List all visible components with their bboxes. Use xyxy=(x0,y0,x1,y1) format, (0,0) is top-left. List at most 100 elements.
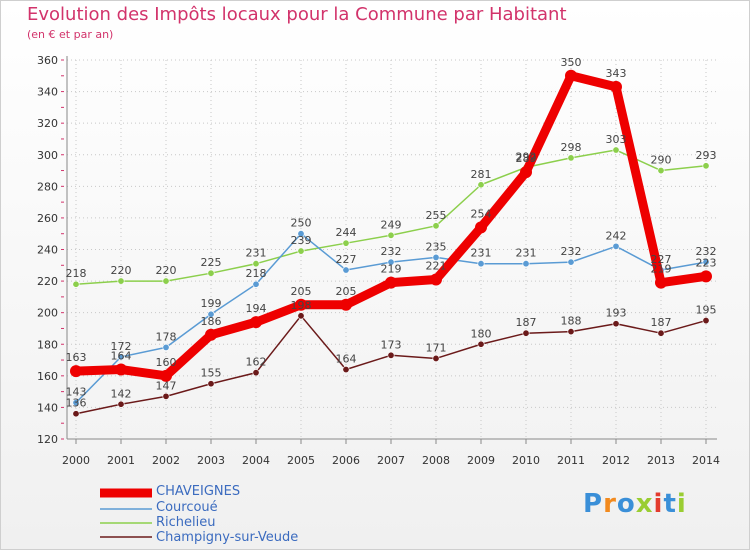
data-label-richelieu: 218 xyxy=(66,267,87,280)
data-point-richelieu xyxy=(342,239,350,247)
data-label-courcou-: 231 xyxy=(516,247,537,260)
data-label-richelieu: 225 xyxy=(201,256,222,269)
data-label-chaveignes: 221 xyxy=(426,260,447,273)
data-point-courcou- xyxy=(72,399,80,407)
data-point-champigny-sur-veude xyxy=(207,380,215,388)
data-point-chaveignes xyxy=(700,270,712,283)
data-label-chaveignes: 289 xyxy=(516,152,537,165)
data-label-champigny-sur-veude: 188 xyxy=(561,315,582,328)
data-label-courcou-: 235 xyxy=(426,240,447,253)
data-label-richelieu: 220 xyxy=(111,264,132,277)
data-point-richelieu xyxy=(252,260,260,268)
data-label-champigny-sur-veude: 136 xyxy=(66,397,87,410)
logo-letter: r xyxy=(603,489,617,519)
data-point-courcou- xyxy=(702,258,710,266)
data-label-richelieu: 290 xyxy=(651,154,672,167)
logo-letter: t xyxy=(663,489,677,519)
data-label-chaveignes: 350 xyxy=(561,56,582,69)
data-point-champigny-sur-veude xyxy=(252,369,260,377)
data-label-champigny-sur-veude: 171 xyxy=(426,341,447,354)
data-point-champigny-sur-veude xyxy=(432,354,440,362)
data-point-champigny-sur-veude xyxy=(342,366,350,374)
x-tick-label: 2003 xyxy=(197,454,225,467)
data-label-champigny-sur-veude: 187 xyxy=(651,316,672,329)
y-tick-label: 340 xyxy=(37,86,58,99)
x-tick-label: 2011 xyxy=(557,454,585,467)
data-point-champigny-sur-veude xyxy=(387,351,395,359)
data-label-courcou-: 242 xyxy=(606,229,627,242)
data-point-richelieu xyxy=(567,154,575,162)
data-point-champigny-sur-veude xyxy=(657,329,665,337)
data-label-courcou-: 232 xyxy=(696,245,717,258)
x-tick-label: 2009 xyxy=(467,454,495,467)
data-point-chaveignes xyxy=(295,298,307,311)
data-point-champigny-sur-veude xyxy=(162,392,170,400)
data-label-champigny-sur-veude: 173 xyxy=(381,338,402,351)
data-point-champigny-sur-veude xyxy=(72,410,80,418)
data-label-chaveignes: 205 xyxy=(336,285,357,298)
legend-label-courcoue: Courcoué xyxy=(156,500,218,515)
data-label-champigny-sur-veude: 198 xyxy=(291,299,312,312)
data-label-richelieu: 298 xyxy=(561,141,582,154)
data-point-chaveignes xyxy=(160,369,172,382)
data-point-courcou- xyxy=(477,260,485,268)
data-label-chaveignes: 205 xyxy=(291,285,312,298)
data-label-chaveignes: 254 xyxy=(471,207,492,220)
data-label-richelieu: 293 xyxy=(696,149,717,162)
data-label-chaveignes: 343 xyxy=(606,67,627,80)
data-label-champigny-sur-veude: 147 xyxy=(156,379,177,392)
data-label-richelieu: 303 xyxy=(606,133,627,146)
data-point-courcou- xyxy=(117,353,125,361)
data-point-chaveignes xyxy=(250,316,262,329)
data-label-courcou-: 172 xyxy=(111,340,132,353)
data-point-champigny-sur-veude xyxy=(612,320,620,328)
axes: 120 140 160 180 200 220 240 260 280 300 320 340 360 2… xyxy=(37,54,720,467)
data-label-courcou-: 231 xyxy=(471,247,492,260)
grid-lines xyxy=(67,59,717,440)
data-point-courcou- xyxy=(162,343,170,351)
chart-subtitle: (en € et par an) xyxy=(27,28,114,41)
y-tick-label: 220 xyxy=(37,275,58,288)
y-tick-label: 160 xyxy=(37,370,58,383)
x-tick-label: 2013 xyxy=(647,454,675,467)
data-label-champigny-sur-veude: 195 xyxy=(696,304,717,317)
data-label-richelieu: 292 xyxy=(516,150,537,163)
legend-label-chaveignes: CHAVEIGNES xyxy=(156,484,241,499)
data-label-champigny-sur-veude: 193 xyxy=(606,307,627,320)
y-tick-label: 360 xyxy=(37,54,58,67)
data-label-champigny-sur-veude: 187 xyxy=(516,316,537,329)
data-label-richelieu: 249 xyxy=(381,218,402,231)
data-label-champigny-sur-veude: 164 xyxy=(336,353,357,366)
logo-letter: x xyxy=(635,489,654,519)
data-label-richelieu: 231 xyxy=(246,247,267,260)
logo-letter: P xyxy=(583,489,604,519)
x-tick-label: 2014 xyxy=(692,454,720,467)
data-label-chaveignes: 194 xyxy=(246,302,267,315)
data-point-chaveignes xyxy=(655,276,667,289)
data-label-chaveignes: 160 xyxy=(156,356,177,369)
data-label-courcou-: 250 xyxy=(291,217,312,230)
data-label-chaveignes: 219 xyxy=(381,263,402,276)
x-tick-label: 2000 xyxy=(62,454,90,467)
data-label-chaveignes: 186 xyxy=(201,315,222,328)
data-point-richelieu xyxy=(432,222,440,230)
data-label-richelieu: 255 xyxy=(426,209,447,222)
x-tick-label: 2012 xyxy=(602,454,630,467)
legend-label-richelieu: Richelieu xyxy=(156,515,216,530)
data-label-courcou-: 178 xyxy=(156,330,177,343)
data-point-courcou- xyxy=(432,253,440,261)
data-label-richelieu: 239 xyxy=(291,234,312,247)
data-label-champigny-sur-veude: 162 xyxy=(246,356,267,369)
y-tick-label: 260 xyxy=(37,212,58,225)
data-point-champigny-sur-veude xyxy=(567,328,575,336)
data-labels: 136 142 147 155 162 198 164 173 171 180 187 188 193 1… xyxy=(66,56,717,410)
data-label-courcou-: 199 xyxy=(201,297,222,310)
series-lines xyxy=(70,69,712,418)
x-tick-label: 2006 xyxy=(332,454,360,467)
data-point-courcou- xyxy=(252,280,260,288)
data-point-richelieu xyxy=(612,146,620,154)
data-point-chaveignes xyxy=(610,80,622,93)
data-point-courcou- xyxy=(387,258,395,266)
data-label-chaveignes: 163 xyxy=(66,351,87,364)
y-tick-label: 140 xyxy=(37,401,58,414)
